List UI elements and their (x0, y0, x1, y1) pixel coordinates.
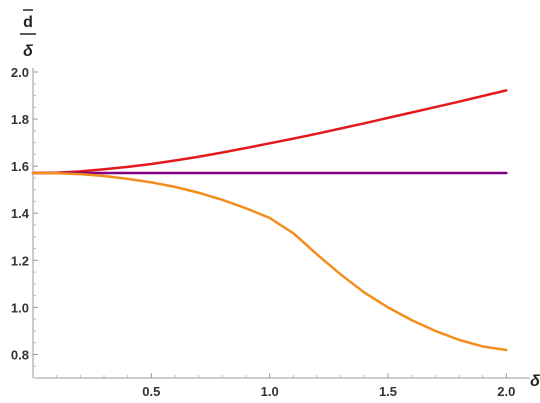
axes (32, 68, 530, 379)
x-tick-label: 1.0 (261, 384, 279, 399)
y-tick-label: 1.4 (11, 206, 30, 221)
x-tick-label: 1.5 (379, 384, 397, 399)
x-axis-label: δ (530, 373, 540, 390)
y-tick-label: 2.0 (11, 65, 29, 80)
y-tick-label: 1.8 (11, 112, 29, 127)
y-tick-label: 1.6 (11, 159, 29, 174)
y-ticks: 0.8 1.0 1.2 1.4 1.6 1.8 2.0 (11, 65, 38, 379)
x-tick-label: 0.5 (142, 384, 160, 399)
x-ticks: 0.5 1.0 1.5 2.0 (56, 373, 515, 399)
y-axis-label-denominator: δ (23, 43, 33, 60)
series-line-3 (31, 171, 508, 352)
y-axis-label: d δ (20, 9, 36, 60)
y-tick-label: 0.8 (11, 347, 29, 362)
x-tick-label: 2.0 (497, 384, 515, 399)
y-tick-label: 1.0 (11, 300, 29, 315)
series-layer (31, 89, 508, 352)
y-axis-label-numerator: d (23, 14, 33, 31)
series-line-1 (31, 89, 508, 175)
y-tick-label: 1.2 (11, 253, 29, 268)
